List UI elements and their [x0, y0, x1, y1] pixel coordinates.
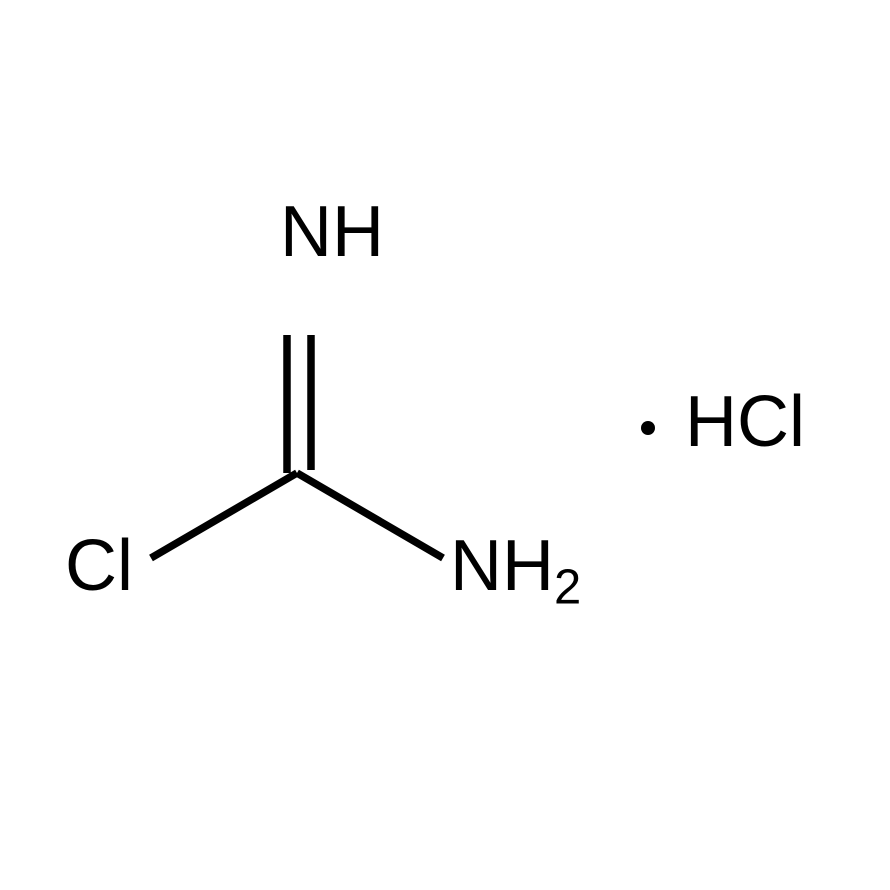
salt-label-hcl: HCl: [685, 386, 805, 458]
salt-separator-dot: [641, 421, 655, 435]
bond-c-cl: [151, 473, 297, 558]
atom-label-nh2: NH2: [450, 530, 581, 613]
atom-label-nh: NH: [280, 196, 384, 268]
chemical-structure-canvas: NH Cl NH2 HCl: [0, 0, 890, 890]
atom-label-cl: Cl: [65, 530, 133, 602]
bond-c-nh2: [297, 473, 443, 558]
